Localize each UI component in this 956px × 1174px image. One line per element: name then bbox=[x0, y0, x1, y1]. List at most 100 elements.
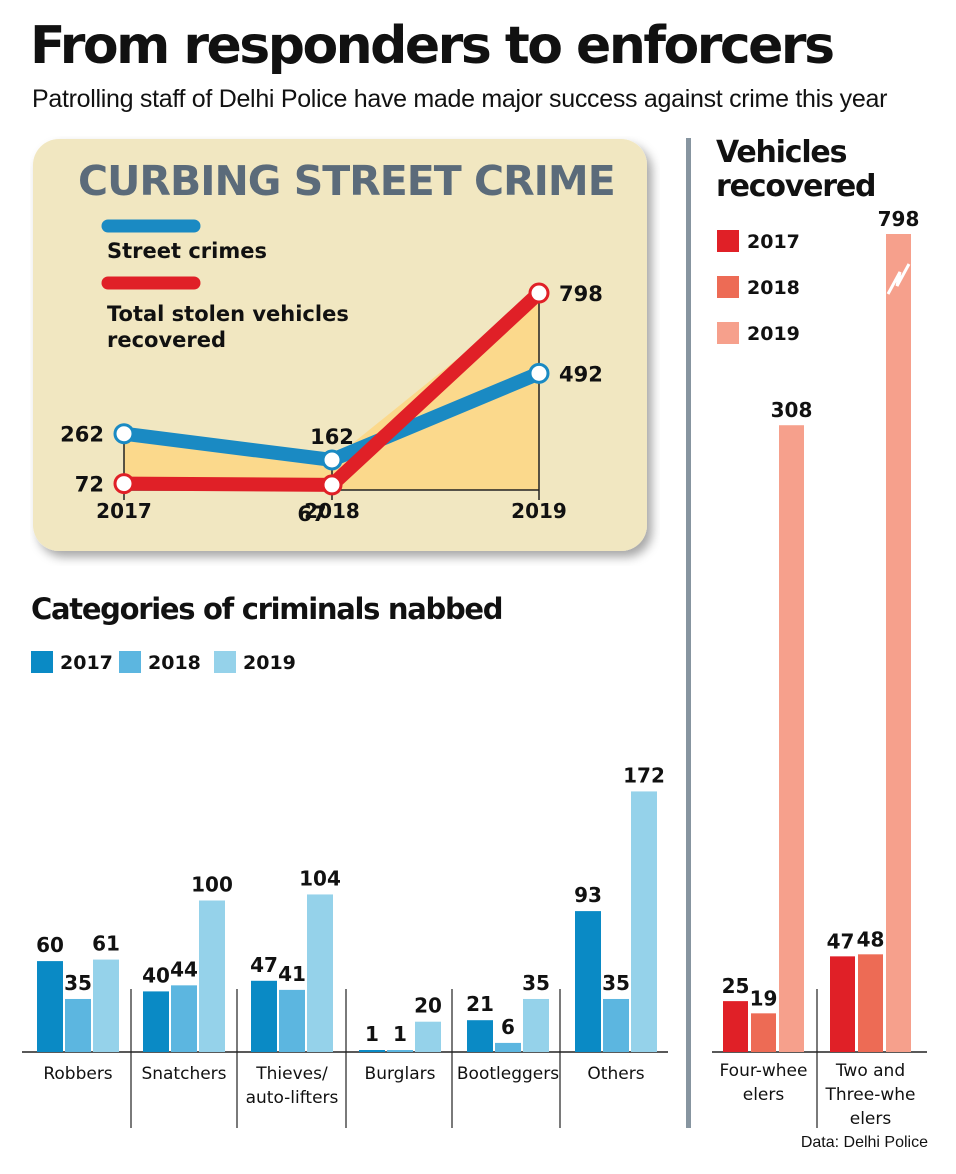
bar-label-2019: 35 bbox=[522, 971, 550, 995]
data-label-vehicles-recovered: 67 bbox=[297, 502, 326, 526]
area-fill bbox=[124, 293, 539, 490]
bar-2018 bbox=[65, 998, 91, 1052]
legend-label-2018: 2018 bbox=[148, 652, 201, 674]
bar-label-2017: 47 bbox=[827, 929, 855, 953]
legend-label-street-crimes: Street crimes bbox=[107, 239, 267, 263]
category-label: Robbers bbox=[43, 1064, 112, 1084]
bar-2018 bbox=[603, 998, 629, 1052]
category-label: Four-whee bbox=[720, 1061, 808, 1081]
legend-swatch-2019 bbox=[214, 651, 236, 673]
bar-2019 bbox=[199, 900, 225, 1052]
bar-label-2017: 93 bbox=[574, 883, 602, 907]
bar-2019 bbox=[779, 425, 804, 1053]
bar-2017 bbox=[143, 991, 169, 1052]
category-label: elers bbox=[850, 1109, 892, 1129]
category-label: Bootleggers bbox=[457, 1064, 559, 1084]
category-label: auto-lifters bbox=[246, 1088, 339, 1108]
bar-label-2017: 21 bbox=[466, 992, 494, 1016]
legend-label-2019: 2019 bbox=[747, 323, 800, 345]
category-label: Burglars bbox=[365, 1064, 436, 1084]
bar-label-2018: 41 bbox=[278, 962, 306, 986]
bar-2017 bbox=[723, 1001, 748, 1052]
point-vehicles-recovered bbox=[321, 474, 343, 496]
axis-break-mark bbox=[886, 263, 911, 295]
curbing-street-crime-chart: CURBING STREET CRIME Street crimes Total … bbox=[33, 139, 647, 551]
bar-2018 bbox=[387, 1050, 413, 1052]
legend-swatch-2017 bbox=[31, 651, 53, 673]
legend-label-2017: 2017 bbox=[747, 231, 800, 253]
data-label-street-crimes: 492 bbox=[559, 362, 603, 386]
bar-label-2019: 61 bbox=[92, 932, 120, 956]
bar-2019 bbox=[886, 234, 911, 1052]
bar-label-2017: 1 bbox=[365, 1022, 379, 1046]
bar-2018 bbox=[751, 1013, 776, 1052]
legend-label-2019: 2019 bbox=[243, 652, 296, 674]
category-label: Others bbox=[587, 1064, 644, 1084]
bar-2017 bbox=[575, 911, 601, 1052]
point-street-crimes bbox=[113, 423, 135, 445]
bar-2019 bbox=[307, 894, 333, 1052]
bar-2017 bbox=[359, 1050, 385, 1052]
bar-label-2019: 798 bbox=[878, 207, 920, 231]
x-tick-label: 2019 bbox=[511, 499, 567, 523]
data-label-vehicles-recovered: 798 bbox=[559, 282, 603, 306]
bar-label-2017: 40 bbox=[142, 963, 170, 987]
bar-2019 bbox=[631, 791, 657, 1052]
bar-2017 bbox=[830, 956, 855, 1052]
legend-label-2017: 2017 bbox=[60, 652, 113, 674]
bar-label-2018: 1 bbox=[393, 1022, 407, 1046]
vehicles-title-line-1: Vehicles bbox=[716, 135, 847, 170]
vehicles-title-line-2: recovered bbox=[716, 169, 876, 204]
x-tick-label: 2018 bbox=[304, 499, 360, 523]
point-vehicles-recovered bbox=[113, 473, 135, 495]
category-label: Thieves/ bbox=[255, 1064, 328, 1084]
vehicles-title: Vehicles recovered bbox=[716, 135, 876, 204]
category-label: Snatchers bbox=[141, 1064, 226, 1084]
subheadline: Patrolling staff of Delhi Police have ma… bbox=[32, 85, 888, 113]
bar-label-2019: 308 bbox=[771, 398, 813, 422]
bar-2018 bbox=[279, 989, 305, 1052]
bar-label-2018: 35 bbox=[602, 971, 630, 995]
category-label: elers bbox=[743, 1085, 785, 1105]
bar-label-2017: 47 bbox=[250, 953, 278, 977]
bar-2017 bbox=[251, 980, 277, 1052]
bar-2019 bbox=[523, 998, 549, 1052]
bar-2018 bbox=[495, 1042, 521, 1052]
bar-2019 bbox=[415, 1021, 441, 1052]
categories-title: Categories of criminals nabbed bbox=[31, 592, 504, 626]
x-tick-label: 2017 bbox=[96, 499, 152, 523]
bar-2017 bbox=[37, 961, 63, 1052]
bar-label-2018: 6 bbox=[501, 1015, 515, 1039]
legend-swatch-2018 bbox=[119, 651, 141, 673]
category-label: Two and bbox=[835, 1061, 905, 1081]
source-credit: Data: Delhi Police bbox=[800, 1134, 928, 1151]
legend-swatch-2017 bbox=[717, 230, 739, 252]
bar-label-2018: 44 bbox=[170, 957, 198, 981]
legend-swatch-2019 bbox=[717, 322, 739, 344]
point-vehicles-recovered bbox=[528, 282, 550, 304]
data-label-street-crimes: 262 bbox=[60, 423, 104, 447]
bar-label-2017: 25 bbox=[722, 974, 750, 998]
bar-2017 bbox=[467, 1020, 493, 1052]
bar-label-2019: 100 bbox=[191, 873, 233, 897]
bar-2018 bbox=[858, 954, 883, 1052]
bar-label-2018: 19 bbox=[750, 986, 778, 1010]
bar-2018 bbox=[171, 985, 197, 1052]
section-divider bbox=[686, 138, 691, 1128]
bar-2019 bbox=[93, 959, 119, 1052]
legend-label-vehicles-recovered: Total stolen vehicles bbox=[107, 302, 349, 326]
chart-title: CURBING STREET CRIME bbox=[78, 157, 615, 205]
legend-label-vehicles-recovered: recovered bbox=[107, 328, 226, 352]
data-label-vehicles-recovered: 72 bbox=[75, 473, 104, 497]
bar-label-2017: 60 bbox=[36, 933, 64, 957]
bar-label-2019: 20 bbox=[414, 994, 442, 1018]
category-label: Three-whe bbox=[825, 1085, 916, 1105]
bar-label-2019: 172 bbox=[623, 763, 665, 787]
point-street-crimes bbox=[528, 362, 550, 384]
legend-label-2018: 2018 bbox=[747, 277, 800, 299]
point-street-crimes bbox=[321, 449, 343, 471]
data-label-street-crimes: 162 bbox=[310, 425, 354, 449]
headline: From responders to enforcers bbox=[30, 16, 835, 76]
